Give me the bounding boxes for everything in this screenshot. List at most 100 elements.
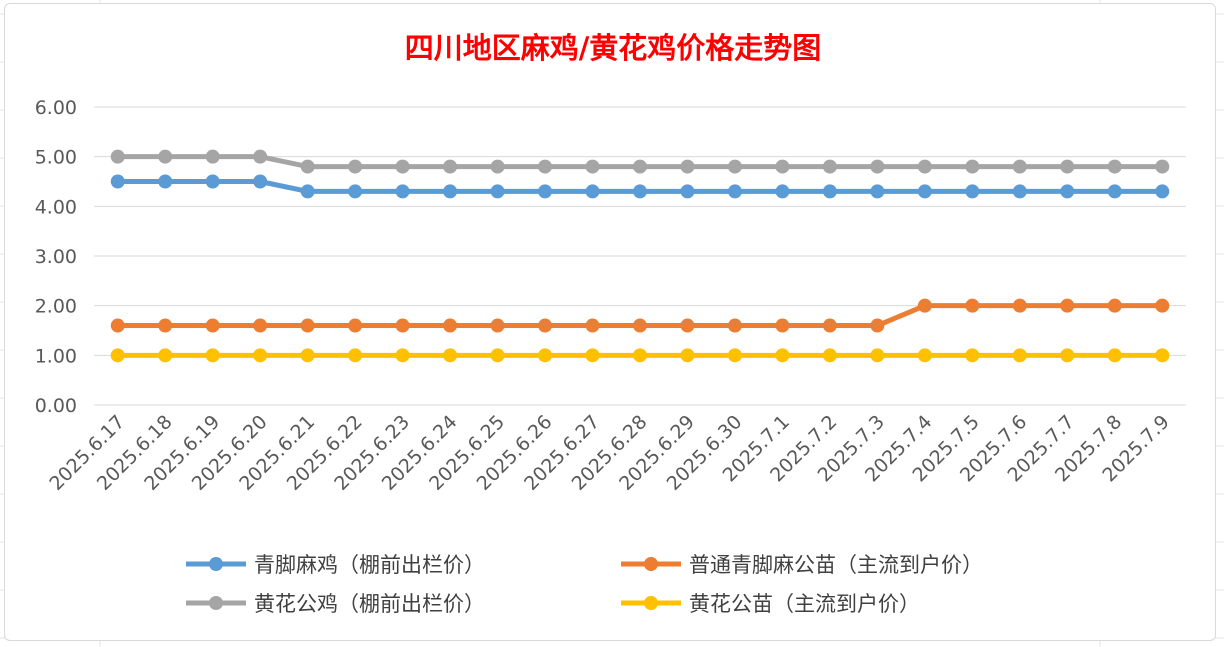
data-point xyxy=(917,184,932,199)
legend-item: 普通青脚麻公苗（主流到户价） xyxy=(621,553,983,577)
data-point xyxy=(775,159,790,174)
data-point xyxy=(205,174,220,189)
data-point xyxy=(870,184,885,199)
chart-area[interactable]: 四川地区麻鸡/黄花鸡价格走势图 0.00 1.00 2.00 3.00 4.00 5.00… xyxy=(4,3,1216,641)
data-point xyxy=(965,184,980,199)
data-point xyxy=(1155,184,1170,199)
series-2 xyxy=(110,149,1170,174)
legend-swatch-marker xyxy=(644,557,658,571)
legend: 青脚麻鸡（棚前出栏价） 普通青脚麻公苗（主流到户价） 黄花公鸡（棚前出栏价） 黄花公苗… xyxy=(186,553,983,616)
data-point xyxy=(253,174,268,189)
data-point xyxy=(443,159,458,174)
data-point xyxy=(1012,298,1027,313)
legend-label: 普通青脚麻公苗（主流到户价） xyxy=(689,553,983,577)
data-point xyxy=(538,159,553,174)
series-1 xyxy=(110,298,1170,333)
data-point xyxy=(348,184,363,199)
y-tick-label: 0.00 xyxy=(35,395,77,417)
data-point xyxy=(490,348,505,363)
data-point xyxy=(727,184,742,199)
data-point xyxy=(158,149,173,164)
data-point xyxy=(680,184,695,199)
data-point xyxy=(870,318,885,333)
data-point xyxy=(822,159,837,174)
data-point xyxy=(443,348,458,363)
y-axis-ticks: 0.00 1.00 2.00 3.00 4.00 5.00 6.00 xyxy=(35,97,77,417)
data-point xyxy=(348,159,363,174)
data-point xyxy=(1060,159,1075,174)
data-point xyxy=(490,159,505,174)
data-point xyxy=(538,318,553,333)
data-point xyxy=(205,348,220,363)
legend-swatch-marker xyxy=(644,596,658,610)
data-point xyxy=(443,318,458,333)
data-point xyxy=(585,348,600,363)
data-point xyxy=(917,159,932,174)
data-point xyxy=(1107,184,1122,199)
data-point xyxy=(538,184,553,199)
legend-item: 青脚麻鸡（棚前出栏价） xyxy=(186,553,485,577)
data-point xyxy=(443,184,458,199)
series-0 xyxy=(110,174,1170,199)
legend-swatch-marker xyxy=(209,557,223,571)
data-point xyxy=(253,348,268,363)
data-point xyxy=(158,174,173,189)
y-tick-label: 1.00 xyxy=(35,345,77,367)
legend-label: 黄花公鸡（棚前出栏价） xyxy=(254,592,485,616)
data-point xyxy=(110,348,125,363)
data-point xyxy=(300,348,315,363)
data-point xyxy=(1155,348,1170,363)
series-3 xyxy=(110,348,1170,363)
data-point xyxy=(775,184,790,199)
data-point xyxy=(110,149,125,164)
data-point xyxy=(633,348,647,363)
y-tick-label: 2.00 xyxy=(35,296,77,318)
data-point xyxy=(158,318,173,333)
data-point xyxy=(680,348,695,363)
data-point xyxy=(727,348,742,363)
data-point xyxy=(395,348,410,363)
data-point xyxy=(727,159,742,174)
legend-label: 青脚麻鸡（棚前出栏价） xyxy=(254,553,485,577)
data-point xyxy=(348,348,363,363)
data-point xyxy=(348,318,363,333)
data-point xyxy=(1107,159,1122,174)
data-point xyxy=(870,348,885,363)
data-point xyxy=(680,318,695,333)
data-point xyxy=(585,159,600,174)
data-point xyxy=(965,348,980,363)
data-point xyxy=(110,318,125,333)
data-point xyxy=(965,298,980,313)
data-point xyxy=(1155,159,1170,174)
y-tick-label: 5.00 xyxy=(35,147,77,169)
data-point xyxy=(822,318,837,333)
legend-label: 黄花公苗（主流到户价） xyxy=(689,592,920,616)
data-point xyxy=(538,348,553,363)
data-point xyxy=(633,159,647,174)
data-point xyxy=(1060,298,1075,313)
data-point xyxy=(300,159,315,174)
data-point xyxy=(395,184,410,199)
data-point xyxy=(727,318,742,333)
data-point xyxy=(253,318,268,333)
data-point xyxy=(585,318,600,333)
chart-title: 四川地区麻鸡/黄花鸡价格走势图 xyxy=(405,31,822,65)
data-point xyxy=(822,184,837,199)
y-tick-label: 6.00 xyxy=(35,97,77,119)
data-point xyxy=(158,348,173,363)
data-point xyxy=(253,149,268,164)
data-point xyxy=(110,174,125,189)
data-point xyxy=(300,184,315,199)
data-point xyxy=(1012,348,1027,363)
legend-item: 黄花公苗（主流到户价） xyxy=(621,592,920,616)
data-point xyxy=(1107,348,1122,363)
data-point xyxy=(870,159,885,174)
y-tick-label: 3.00 xyxy=(35,246,77,268)
data-point xyxy=(1012,184,1027,199)
data-point xyxy=(395,159,410,174)
data-point xyxy=(1060,348,1075,363)
y-tick-label: 4.00 xyxy=(35,196,77,218)
x-axis-ticks: 2025.6.172025.6.182025.6.192025.6.202025… xyxy=(45,411,1173,495)
data-point xyxy=(490,318,505,333)
data-point xyxy=(205,318,220,333)
